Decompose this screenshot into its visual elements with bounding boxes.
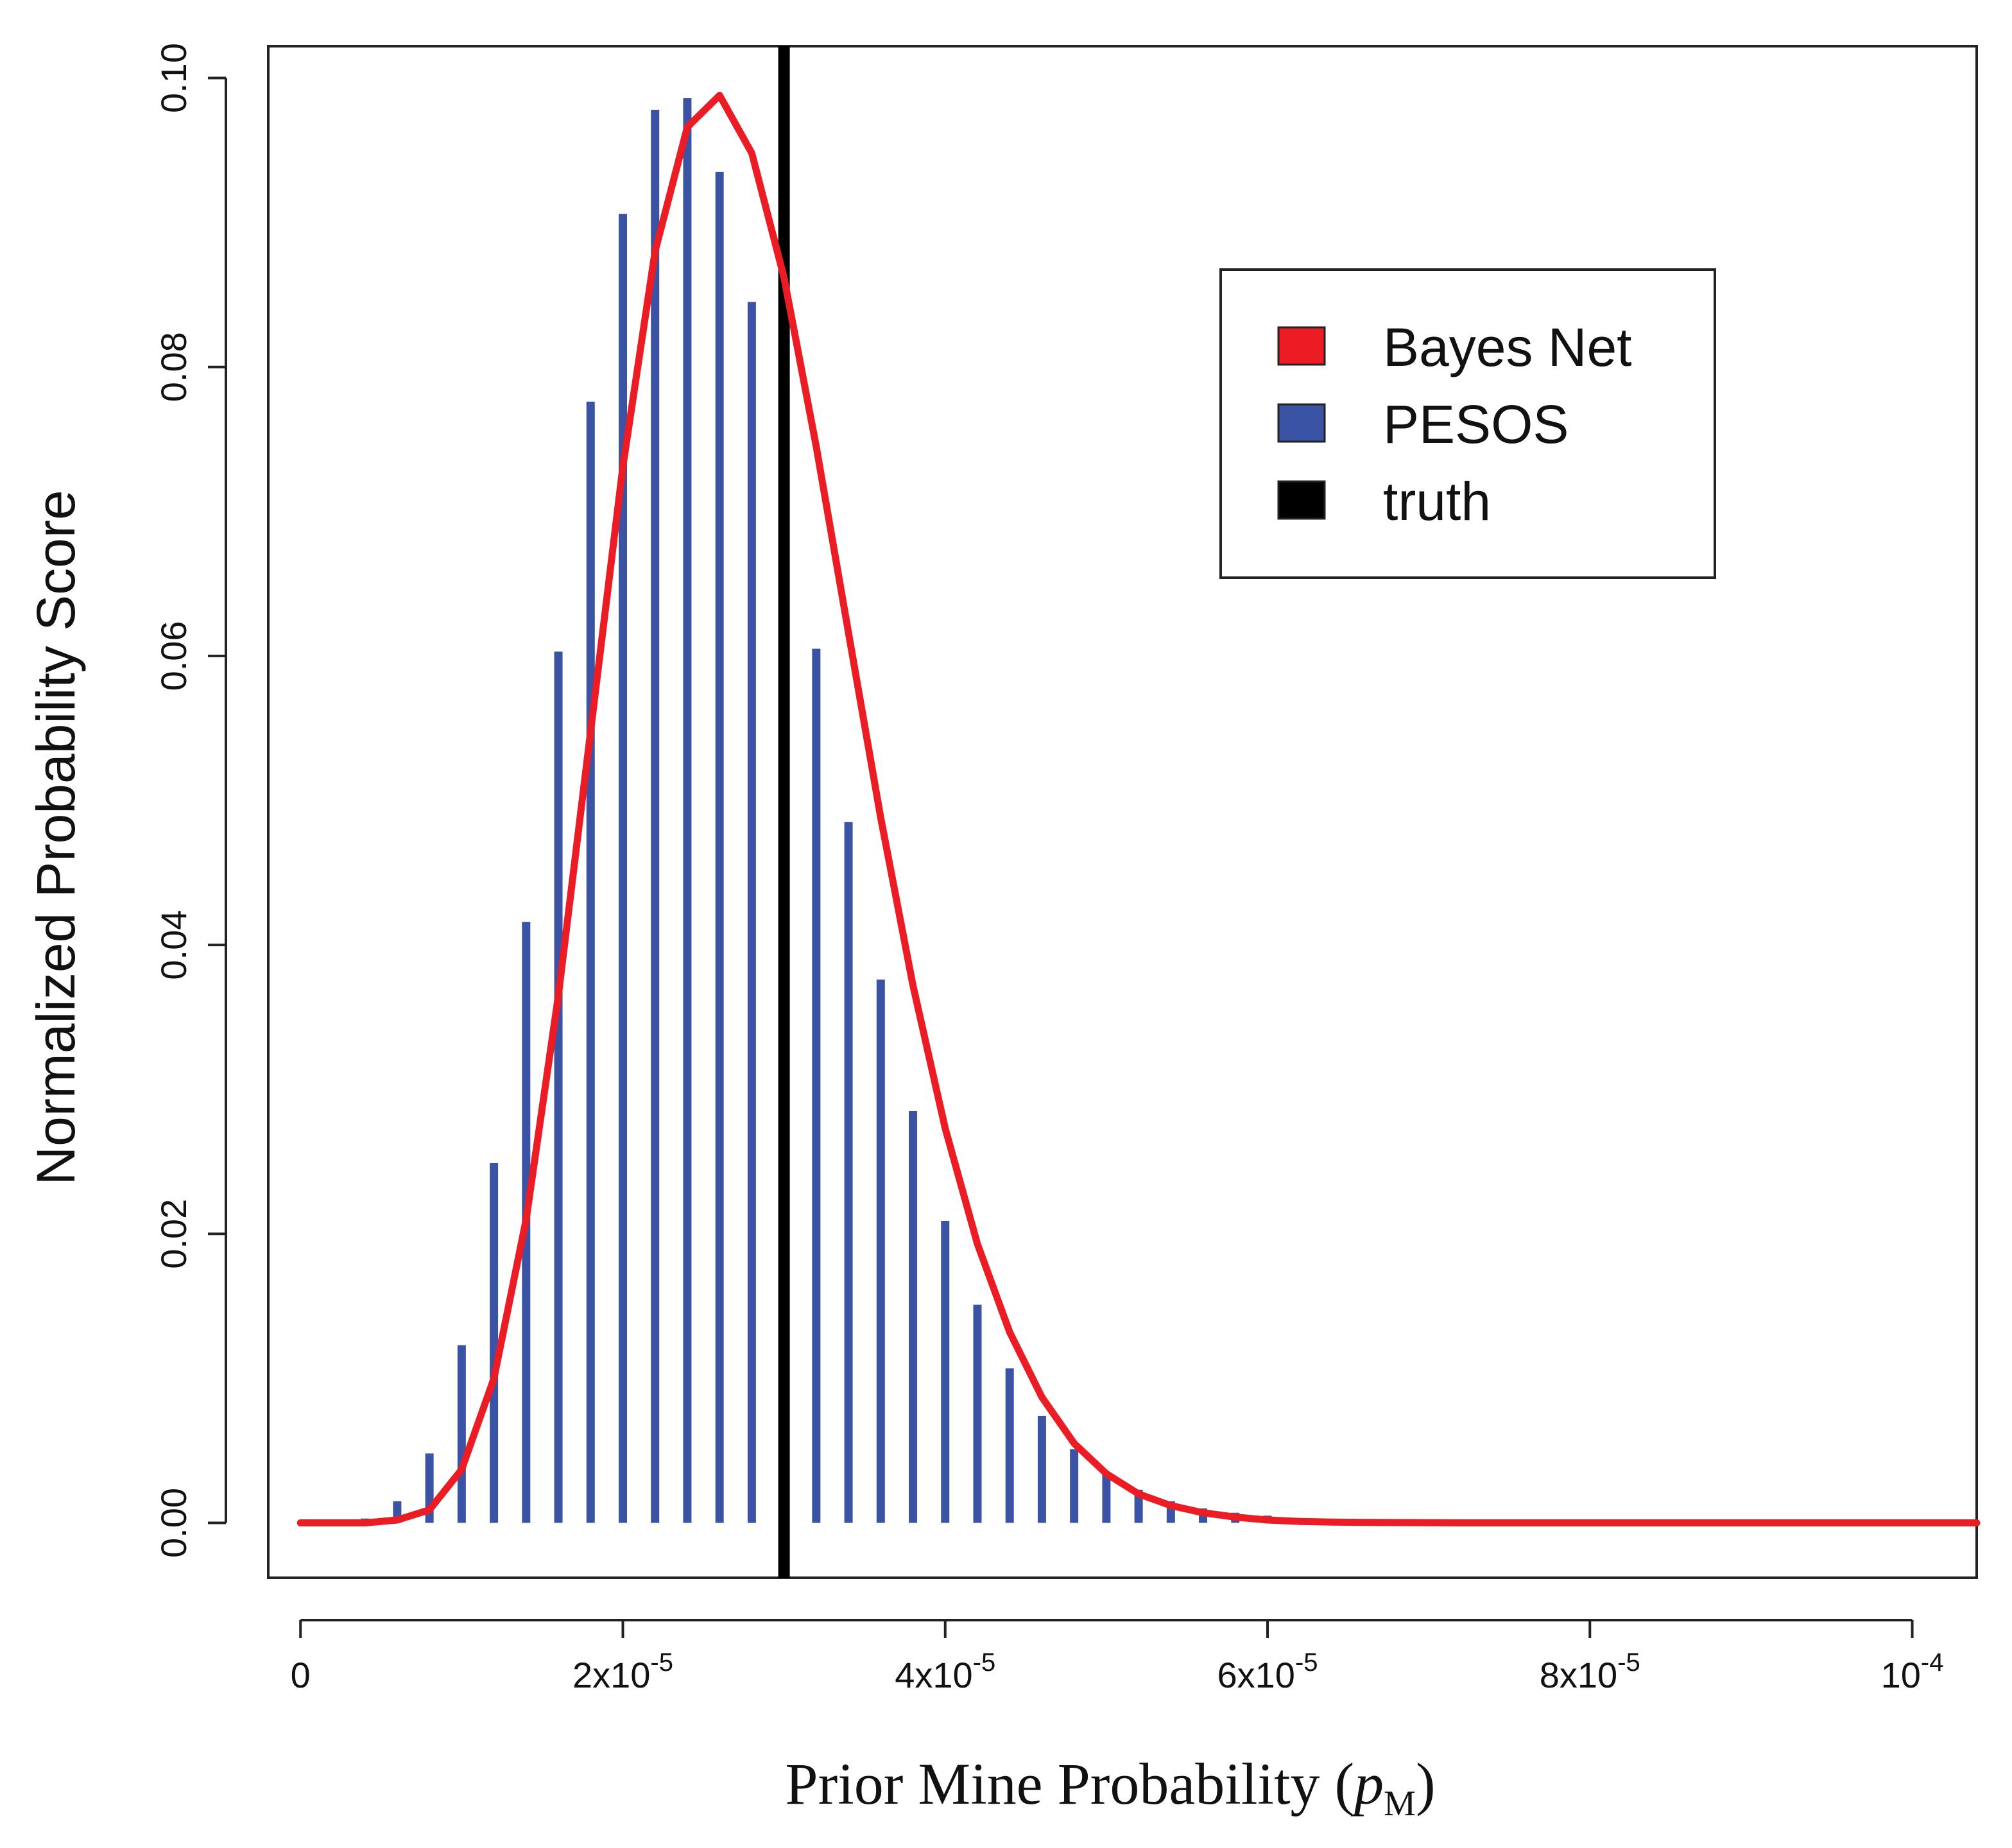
x-tick-label-base: 4x10 <box>895 1655 972 1695</box>
x-tick-label-exponent: -4 <box>1921 1648 1944 1677</box>
x-axis-label: Prior Mine Probability (pM) <box>785 1751 1435 1824</box>
plot-frame <box>267 45 1978 1579</box>
bayes-net-line <box>297 92 1981 1526</box>
x-tick-label-base: 0 <box>291 1655 311 1695</box>
x-tick-label-base: 6x10 <box>1217 1655 1295 1695</box>
legend-swatch-pesos <box>1277 403 1326 443</box>
x-axis-label-sub: M <box>1384 1784 1416 1824</box>
y-axis: 0.00 0.02 0.04 0.06 0.08 0.10 <box>153 43 227 1558</box>
legend-label-bayes-net: Bayes Net <box>1383 317 1632 377</box>
x-tick-label-exponent: -5 <box>1295 1648 1318 1677</box>
x-tick-label-base: 8x10 <box>1540 1655 1617 1695</box>
y-tick-label: 0.02 <box>153 1199 194 1269</box>
x-axis-label-var: p <box>1350 1751 1384 1817</box>
x-tick-label: 2x10-5 <box>572 1648 673 1695</box>
x-tick-label: 0 <box>291 1655 311 1695</box>
y-axis-label: Normalized Probability Score <box>26 490 86 1185</box>
y-tick-label: 0.08 <box>153 332 194 402</box>
x-tick-label-exponent: -5 <box>650 1648 673 1677</box>
legend-entry-bayes-net: Bayes Net <box>1277 317 1632 377</box>
x-tick-label-exponent: -5 <box>973 1648 996 1677</box>
legend-swatch-truth <box>1277 480 1326 520</box>
x-tick-label: 6x10-5 <box>1217 1648 1318 1695</box>
legend-label-truth: truth <box>1383 471 1491 531</box>
plot-area <box>267 45 1981 1579</box>
x-tick-label-exponent: -5 <box>1617 1648 1640 1677</box>
x-tick-label: 10-4 <box>1881 1648 1944 1695</box>
y-tick-label: 0.06 <box>153 621 194 691</box>
y-tick-label: 0.04 <box>153 910 194 980</box>
legend-entry-truth: truth <box>1277 471 1491 531</box>
x-axis-label-close: ) <box>1416 1751 1436 1817</box>
legend-entry-pesos: PESOS <box>1277 394 1569 454</box>
y-tick-label: 0.10 <box>153 43 194 113</box>
legend: Bayes Net PESOS truth <box>1219 268 1716 579</box>
x-tick-label: 4x10-5 <box>895 1648 995 1695</box>
x-axis: 0 2x10-5 4x10-5 6x10-5 8x10-5 10-4 <box>291 1619 1944 1695</box>
y-tick-label: 0.00 <box>153 1488 194 1558</box>
legend-swatch-bayes-net <box>1277 326 1326 366</box>
x-tick-label-base: 2x10 <box>572 1655 650 1695</box>
x-tick-label-base: 10 <box>1881 1655 1921 1695</box>
pesos-bars <box>361 98 1465 1523</box>
x-tick-label: 8x10-5 <box>1540 1648 1640 1695</box>
legend-label-pesos: PESOS <box>1383 394 1569 454</box>
x-axis-label-text: Prior Mine Probability ( <box>785 1751 1354 1817</box>
